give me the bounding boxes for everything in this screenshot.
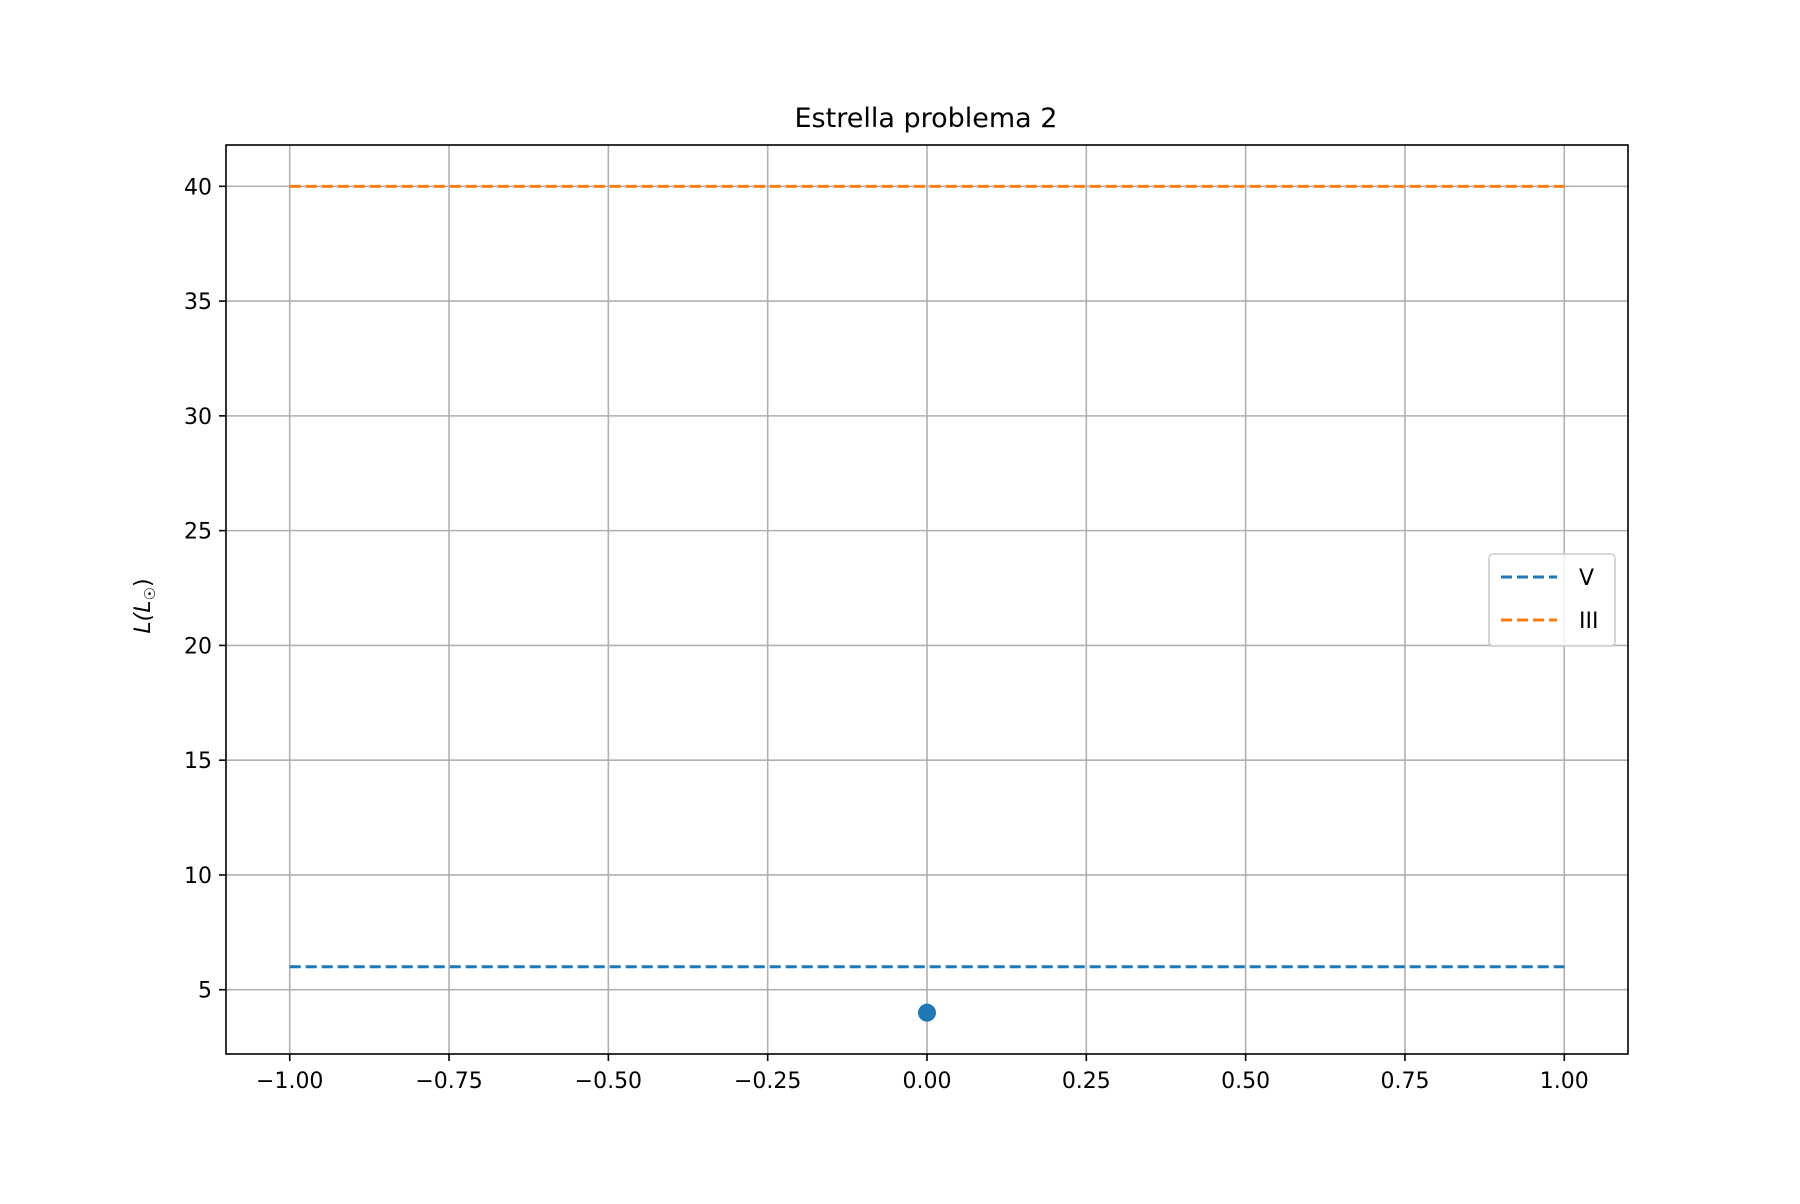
legend-label: V [1579, 566, 1594, 591]
y-tick-label: 25 [184, 520, 212, 545]
y-tick-label: 10 [184, 864, 212, 889]
grid-layer [226, 145, 1628, 1054]
x-tick-label: 0.25 [1062, 1069, 1111, 1094]
y-axis-label-main: L(L [131, 600, 156, 633]
x-tick-label: −1.00 [256, 1069, 323, 1094]
y-axis-label-close: ) [131, 578, 156, 587]
chart-title: Estrella problema 2 [795, 103, 1058, 134]
y-axis-label: L(L☉) [131, 578, 159, 633]
x-tick-label: −0.50 [575, 1069, 642, 1094]
x-tick-label: 1.00 [1540, 1069, 1589, 1094]
y-tick-label: 15 [184, 749, 212, 774]
ticks-layer: −1.00 −0.75 −0.50 −0.25 0.00 0.25 0.50 0.75 1.00… [184, 175, 1589, 1094]
points-layer [918, 1003, 936, 1022]
y-axis-label-sub: ☉ [141, 587, 159, 600]
x-tick-label: 0.75 [1380, 1069, 1429, 1094]
data-point [918, 1003, 936, 1022]
x-tick-label: 0.00 [903, 1069, 952, 1094]
x-tick-label: −0.25 [734, 1069, 801, 1094]
y-tick-label: 20 [184, 634, 212, 659]
y-tick-label: 40 [184, 175, 212, 200]
legend: V III [1488, 553, 1616, 647]
y-tick-label: 35 [184, 290, 212, 315]
legend-label: III [1579, 609, 1598, 634]
series-layer [289, 184, 1565, 969]
x-tick-label: −0.75 [415, 1069, 482, 1094]
y-tick-label: 5 [198, 979, 212, 1004]
x-tick-label: 0.50 [1221, 1069, 1270, 1094]
y-tick-label: 30 [184, 405, 212, 430]
